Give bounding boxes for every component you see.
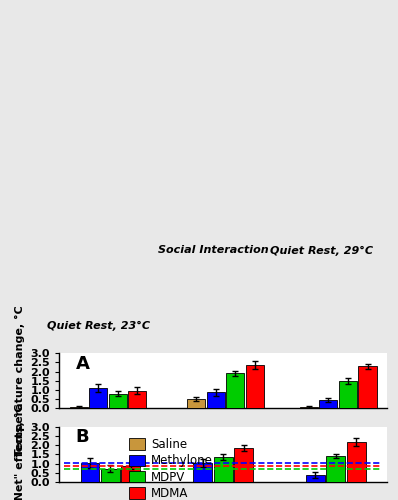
- Text: B: B: [76, 428, 89, 446]
- Bar: [70, 407, 88, 408]
- Text: A: A: [76, 355, 90, 373]
- Text: Quiet Rest, 29°C: Quiet Rest, 29°C: [270, 246, 373, 256]
- Bar: [326, 456, 345, 482]
- Bar: [193, 463, 212, 482]
- Bar: [306, 475, 325, 482]
- Bar: [109, 394, 127, 408]
- Bar: [101, 468, 120, 482]
- Bar: [214, 457, 232, 482]
- Bar: [207, 392, 225, 408]
- Bar: [246, 364, 264, 408]
- Bar: [89, 388, 107, 408]
- Bar: [121, 466, 140, 482]
- Bar: [359, 366, 377, 408]
- Text: Social Interaction: Social Interaction: [158, 246, 269, 256]
- Y-axis label: Temperature change, °C: Temperature change, °C: [15, 306, 25, 456]
- Legend: Saline, Methylone, MDPV, MDMA: Saline, Methylone, MDPV, MDMA: [124, 433, 218, 500]
- Y-axis label: "Net" effects, °C: "Net" effects, °C: [15, 403, 25, 500]
- Bar: [339, 381, 357, 408]
- Text: Quiet Rest, 23°C: Quiet Rest, 23°C: [47, 321, 150, 331]
- Bar: [234, 448, 253, 482]
- Bar: [347, 442, 366, 482]
- Bar: [80, 462, 100, 482]
- Bar: [300, 407, 318, 408]
- Bar: [319, 400, 338, 408]
- Bar: [129, 391, 146, 408]
- Bar: [187, 398, 205, 408]
- Bar: [226, 374, 244, 408]
